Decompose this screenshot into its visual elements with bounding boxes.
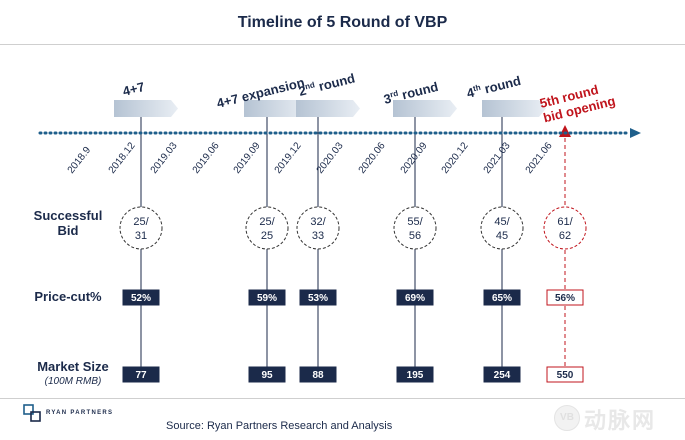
timeline-tick-label: 2019.06 [191,140,222,176]
round-label: 5th roundbid opening [538,79,617,126]
round-label-superscript: nd [304,80,316,91]
watermark-text: 动脉网 [584,408,657,433]
timeline-tick-label: 2020.12 [440,140,471,176]
successful-bid-circle [393,206,437,250]
round-arrow-marker [393,100,457,117]
price-cut-box [299,289,337,306]
successful-bid-label: Successful Bid [18,208,118,238]
timeline-tick-label: 2019.03 [149,140,180,176]
successful-bid-awarded: 61/ [557,216,573,228]
price-cut-value: 53% [308,293,328,304]
ryan-partners-logo-text: RYAN PARTNERS [46,410,114,416]
round-arrow-marker [482,100,546,117]
market-size-value: 77 [135,370,147,381]
successful-bid-awarded: 25/ [133,216,149,228]
round-label-suffix: round [397,79,440,103]
round-label: 4th round [465,73,522,101]
market-size-box [483,366,521,383]
price-cut-value: 59% [257,293,277,304]
successful-bid-awarded: 55/ [407,216,423,228]
successful-bid-circle [296,206,340,250]
bottom-divider [0,398,685,399]
price-cut-box [122,289,160,306]
price-cut-value: 69% [405,293,425,304]
round-arrow-marker [296,100,360,117]
market-size-box [546,366,584,383]
timeline-tick-label: 2020.06 [357,140,388,176]
page-title: Timeline of 5 Round of VBP [237,14,448,31]
market-size-label: Market Size [37,359,109,374]
round-arrow-marker [244,100,308,117]
successful-bid-total: 62 [559,230,571,242]
successful-bid-total: 45 [496,230,508,242]
market-size-box [248,366,286,383]
market-size-value: 88 [312,370,324,381]
top-divider [0,44,685,45]
price-cut-box [396,289,434,306]
source-note: Source: Ryan Partners Research and Analy… [166,420,393,432]
successful-bid-total: 56 [409,230,421,242]
successful-bid-total: 25 [261,230,273,242]
price-cut-box [248,289,286,306]
price-cut-box [546,289,584,306]
timeline-tick-label: 2019.09 [232,140,263,176]
market-size-box [299,366,337,383]
timeline-tick-label: 2018.9 [66,145,94,176]
market-size-value: 254 [494,370,511,381]
price-cut-value: 56% [555,293,575,304]
round-label-ordinal: 2 [297,83,308,99]
timeline-tick-label: 2021.03 [482,140,513,176]
round-label-ordinal: 4 [465,84,476,100]
successful-bid-total: 31 [135,230,147,242]
successful-bid-circle [543,206,587,250]
market-size-value: 195 [407,370,424,381]
successful-bid-awarded: 45/ [494,216,510,228]
price-cut-label: Price-cut% [34,289,102,304]
market-size-box [396,366,434,383]
price-cut-box [483,289,521,306]
current-round-triangle-marker [559,125,571,137]
timeline-axis-arrowhead [630,128,641,138]
successful-bid-circle [480,206,524,250]
successful-bid-total: 33 [312,230,324,242]
timeline-tick-label: 2020.03 [315,140,346,176]
timeline-tick-label: 2019.12 [273,140,304,176]
round-label-superscript: th [472,83,482,94]
successful-bid-label-line1: Successful [33,208,103,223]
successful-bid-awarded: 32/ [310,216,326,228]
round-label-suffix: round [479,73,522,97]
market-size-value: 95 [261,370,273,381]
round-label-suffix: round [314,70,357,94]
watermark: VB 动脉网 [554,402,679,433]
round-label: 4+7 [121,79,146,99]
ryan-partners-logo-icon [23,404,41,422]
round-label-ordinal: 3 [382,91,393,107]
successful-bid-label-line2: Bid [57,223,79,238]
timeline-tick-label: 2020.09 [399,140,430,176]
round-arrow-marker [114,100,178,117]
round-label: 2nd round [297,70,356,98]
successful-bid-circle [119,206,163,250]
successful-bid-circle [245,206,289,250]
market-size-box [122,366,160,383]
market-size-unit-label: (100M RMB) [44,376,102,387]
round-label-superscript: rd [389,89,399,100]
timeline-tick-label: 2021.06 [524,140,555,176]
timeline-tick-label: 2018.12 [107,140,138,176]
successful-bid-awarded: 25/ [259,216,275,228]
price-cut-value: 65% [492,293,512,304]
price-cut-value: 52% [131,293,151,304]
watermark-badge-icon: VB [554,405,580,431]
ryan-partners-logo: RYAN PARTNERS [22,403,132,425]
market-size-value: 550 [557,370,574,381]
